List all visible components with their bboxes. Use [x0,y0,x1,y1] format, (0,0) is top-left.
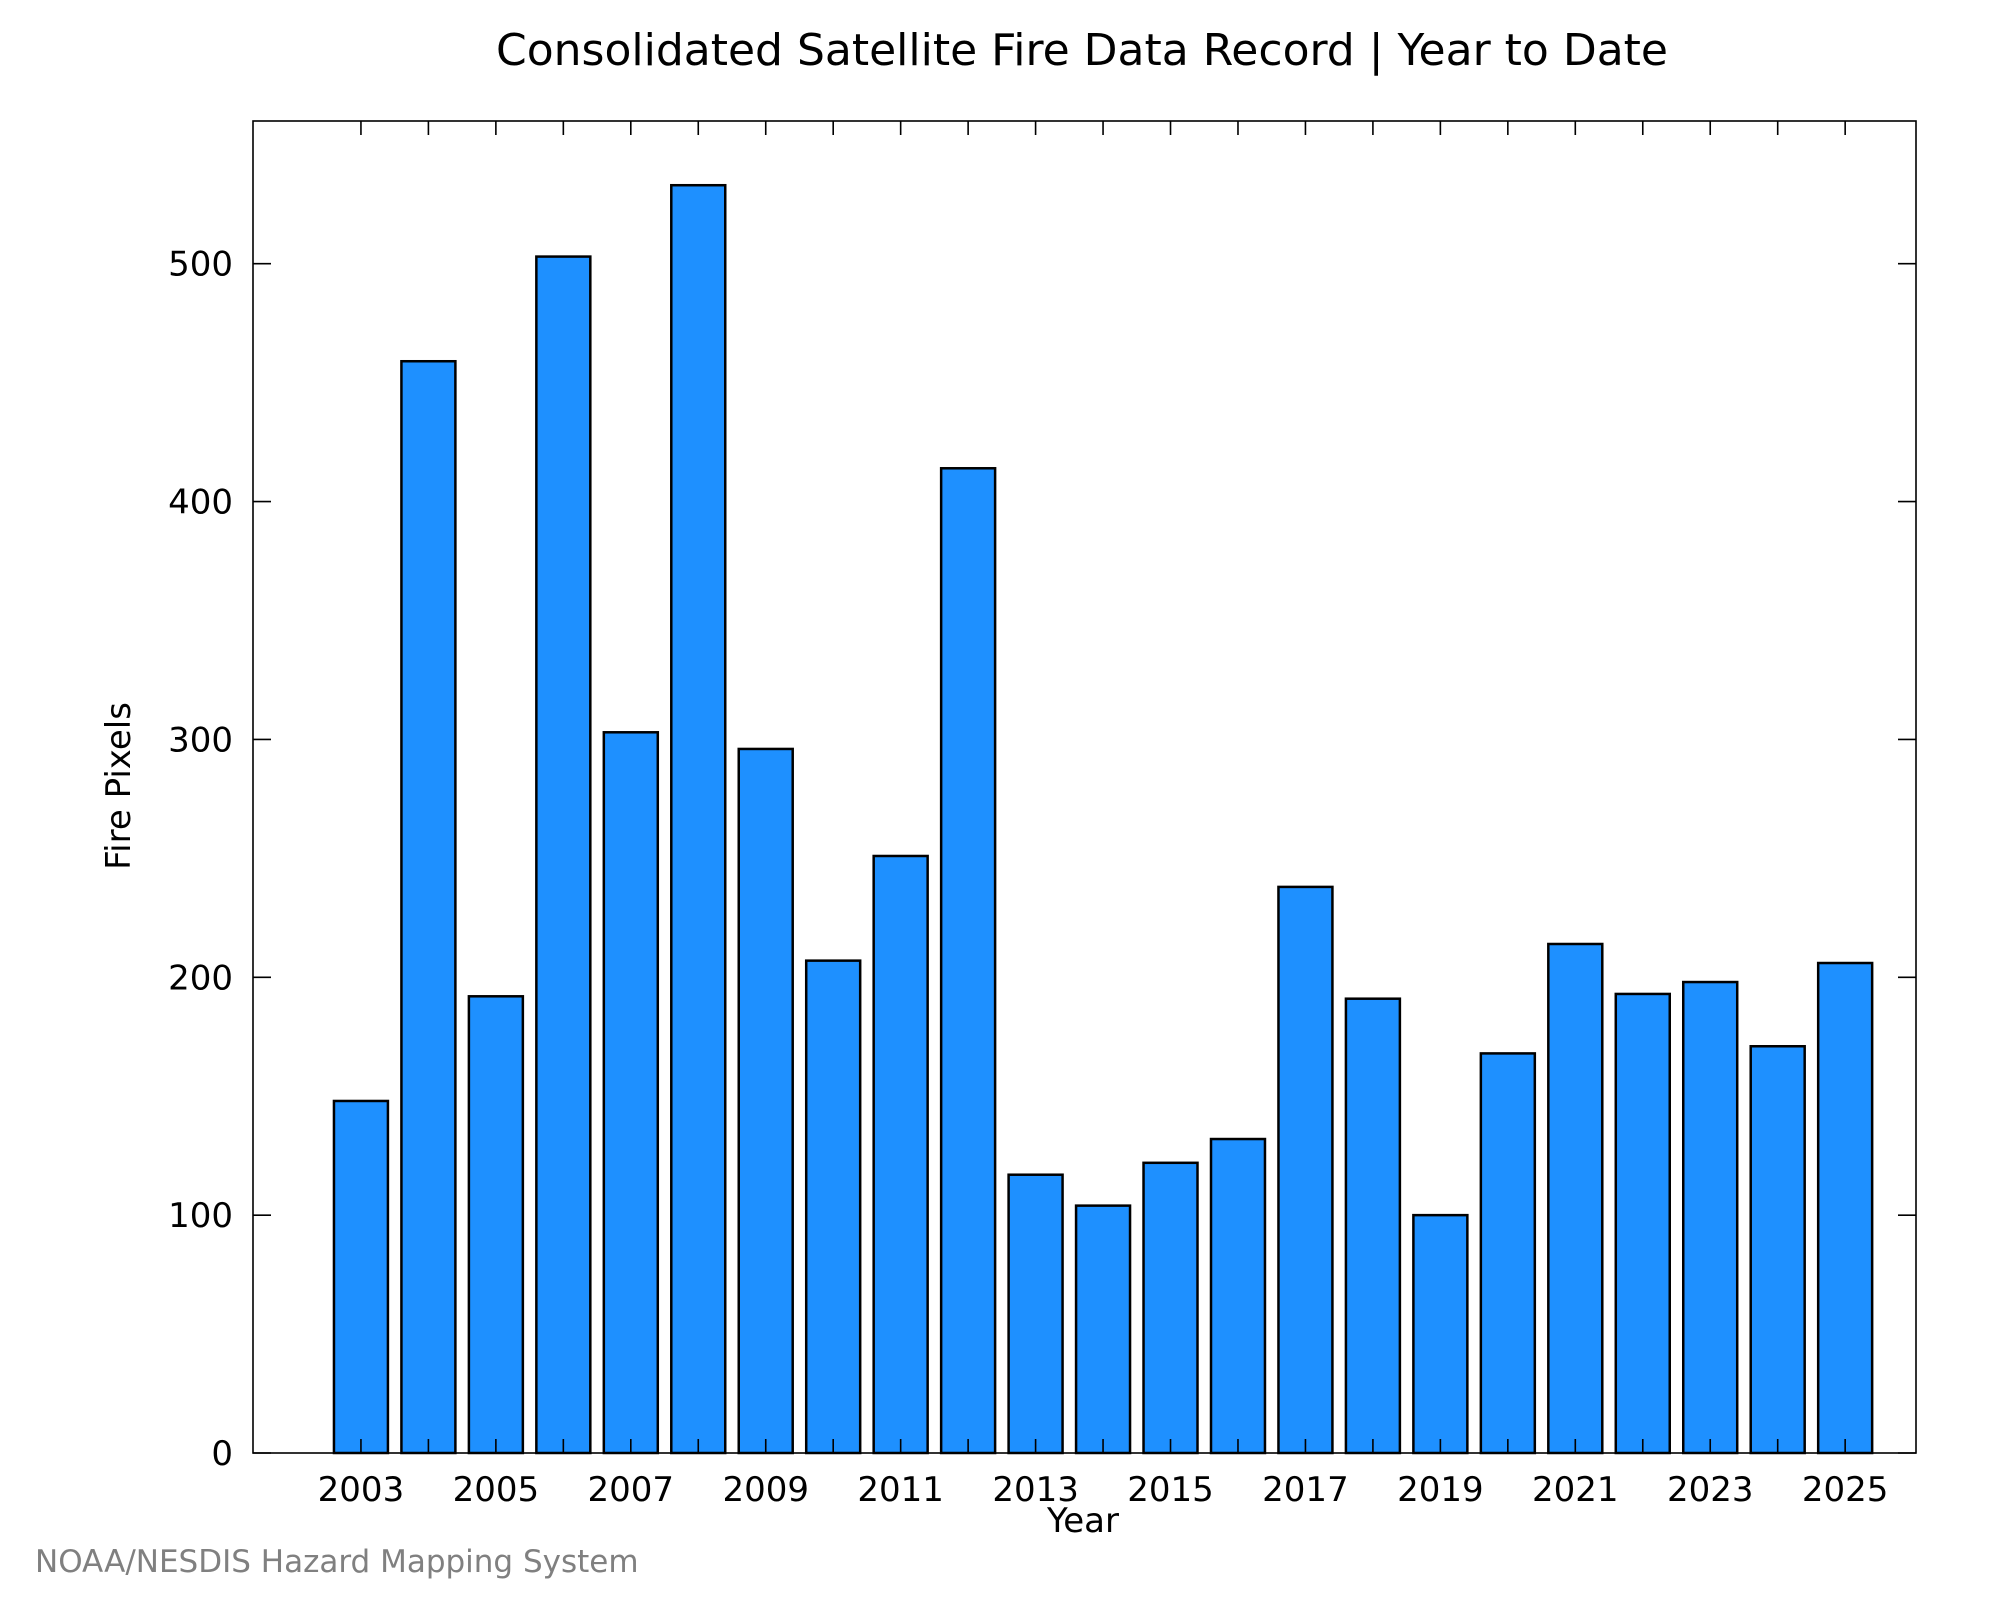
plot-frame [252,120,1917,1454]
bar-2013 [1007,1173,1064,1455]
x-tick-label-2003: 2003 [318,1470,405,1510]
x-tick-label-2019: 2019 [1397,1470,1484,1510]
bar-2004 [400,359,457,1455]
source-credit: NOAA/NESDIS Hazard Mapping System [35,1544,639,1580]
x-tick-label-2007: 2007 [588,1470,675,1510]
bar-2011 [872,854,929,1455]
bar-2023 [1682,980,1739,1455]
x-tick-label-2013: 2013 [992,1470,1079,1510]
y-axis-ticks: 0 100 200 300 400 500 [168,245,1916,1474]
x-tick-label-2011: 2011 [857,1470,944,1510]
x-tick-label-2021: 2021 [1532,1470,1619,1510]
bar-2024 [1749,1045,1806,1455]
y-tick-label-400: 400 [168,483,233,523]
bar-2017 [1277,885,1334,1455]
bar-2014 [1074,1204,1132,1455]
x-tick-label-2017: 2017 [1262,1470,1349,1510]
chart-title: Consolidated Satellite Fire Data Record … [496,25,1668,76]
bar-2010 [804,959,862,1455]
bar-2020 [1479,1052,1537,1455]
x-axis-label: Year [1046,1501,1119,1541]
bar-2022 [1614,992,1672,1455]
x-tick-label-2025: 2025 [1802,1470,1889,1510]
x-tick-label-2023: 2023 [1667,1470,1754,1510]
bar-2016 [1209,1137,1267,1455]
bar-2006 [535,255,592,1455]
bar-2012 [939,467,997,1455]
x-tick-label-2005: 2005 [453,1470,540,1510]
bar-2007 [602,731,660,1455]
y-tick-label-300: 300 [168,720,233,760]
y-axis-label: Fire Pixels [99,702,139,870]
bar-2025 [1816,961,1874,1455]
bar-2009 [737,747,794,1455]
y-tick-label-200: 200 [168,958,233,998]
y-tick-label-0: 0 [211,1434,233,1474]
bar-2018 [1344,997,1402,1455]
x-tick-label-2015: 2015 [1127,1470,1214,1510]
bar-2005 [467,995,525,1455]
x-axis-ticks: 2003 2005 2007 2009 2011 2013 2015 2017 2019 2021… [318,121,1889,1510]
y-tick-label-100: 100 [168,1196,233,1236]
bar-2021 [1547,942,1604,1455]
bar-2015 [1142,1161,1199,1455]
bars-group [332,183,1874,1455]
y-tick-label-500: 500 [168,245,233,285]
bar-2008 [670,183,727,1455]
bar-2003 [332,1099,390,1455]
x-tick-label-2009: 2009 [722,1470,809,1510]
bar-2019 [1412,1213,1469,1455]
